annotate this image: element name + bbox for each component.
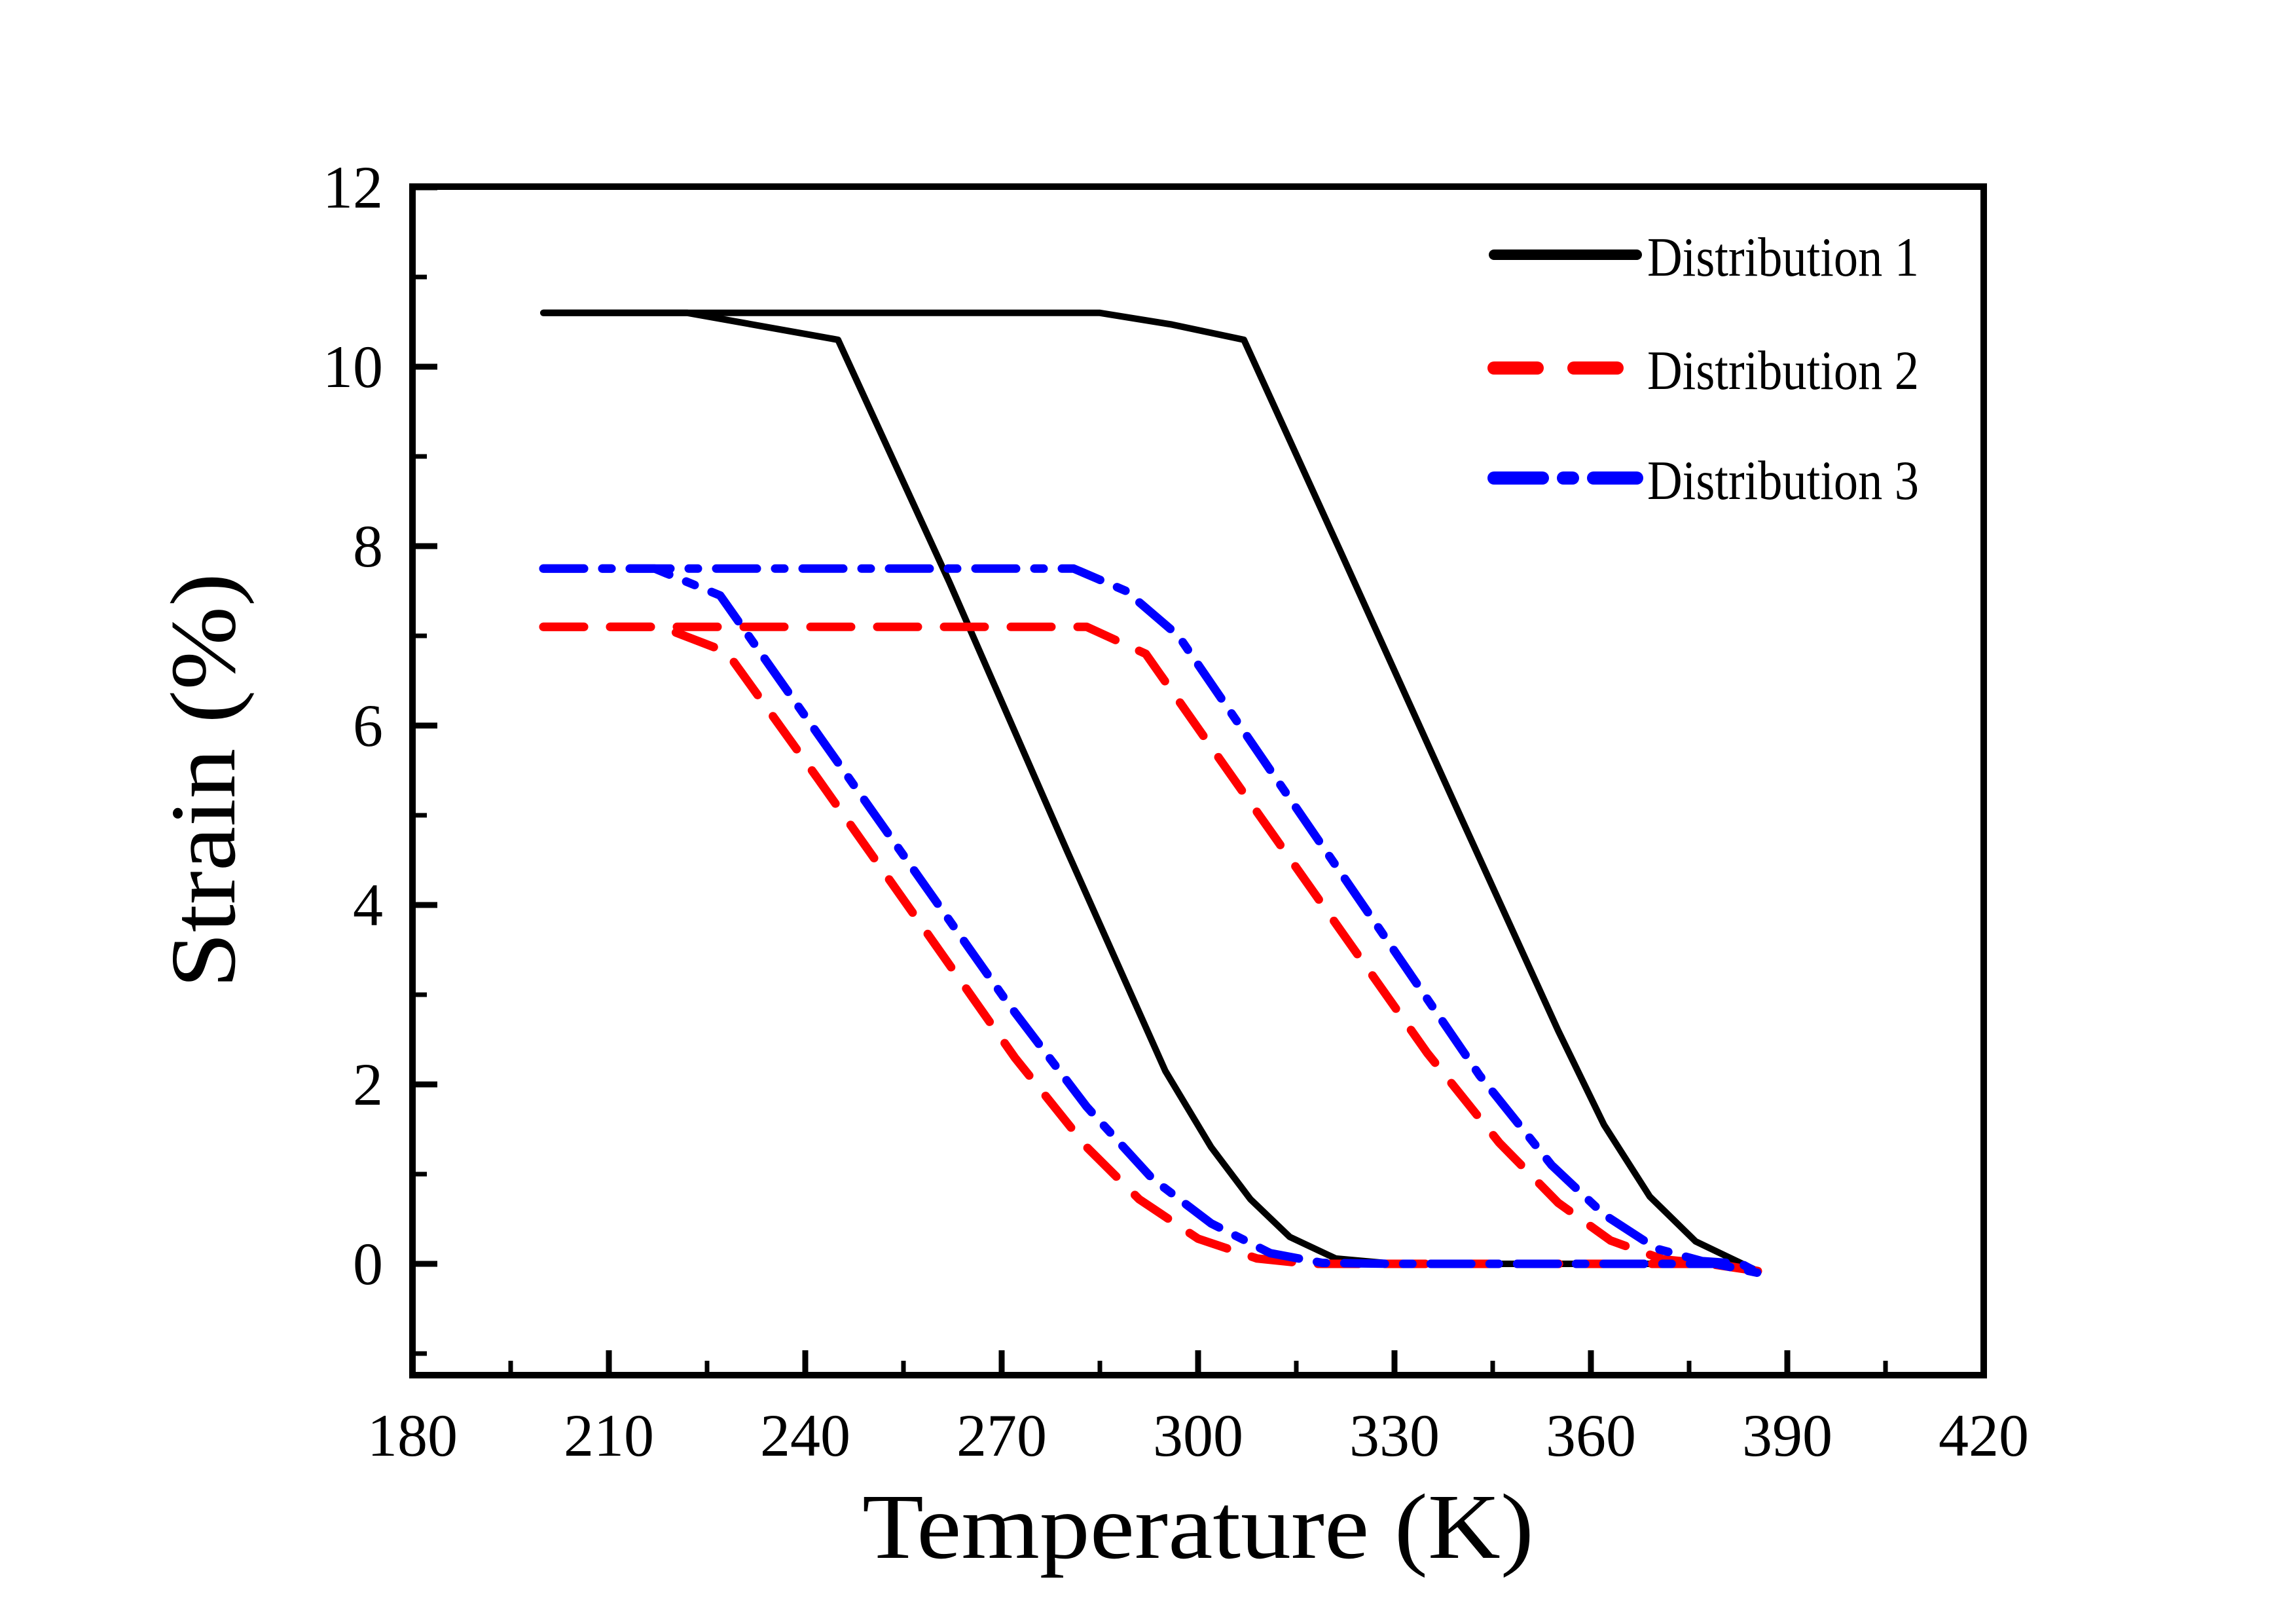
legend-item-distribution-3: Distribution 3 xyxy=(1487,450,1919,511)
legend-label: Distribution 2 xyxy=(1647,340,1919,401)
legend-item-distribution-2: Distribution 2 xyxy=(1487,340,1919,401)
x-axis-tick-label: 360 xyxy=(1546,1402,1636,1469)
y-axis-tick-label: 6 xyxy=(353,692,383,759)
curve-distribution-2-cooling xyxy=(539,622,1762,1276)
curve-distribution-3-heating xyxy=(539,564,1762,1278)
legend: Distribution 1 Distribution 2 Distribution… xyxy=(1487,227,1919,511)
x-axis-tick-label: 210 xyxy=(564,1402,654,1469)
x-axis-tick-label: 240 xyxy=(760,1402,850,1469)
x-axis-tick-label: 270 xyxy=(957,1402,1047,1469)
x-axis-tick-label: 180 xyxy=(367,1402,458,1469)
x-axis-tick-label: 330 xyxy=(1349,1402,1440,1469)
legend-item-distribution-1: Distribution 1 xyxy=(1489,227,1919,288)
x-axis-tick-labels: 180 210 240 270 300 330 360 390 420 xyxy=(367,1402,2029,1469)
x-axis-tick-label: 300 xyxy=(1153,1402,1243,1469)
y-axis-tick-label: 0 xyxy=(353,1230,383,1297)
y-axis-tick-labels: 0 2 4 6 8 10 12 xyxy=(323,154,383,1297)
y-axis-tick-label: 4 xyxy=(353,872,383,938)
legend-label: Distribution 1 xyxy=(1647,227,1919,288)
y-axis-tick-label: 2 xyxy=(353,1051,383,1118)
axis-ticks xyxy=(409,184,1987,1375)
y-axis-title: Strain (%) xyxy=(151,573,255,988)
y-axis-tick-label: 12 xyxy=(323,154,383,221)
plot-curves xyxy=(539,309,1762,1278)
legend-label: Distribution 3 xyxy=(1647,450,1919,511)
x-axis-tick-label: 420 xyxy=(1939,1402,2029,1469)
curve-distribution-3-cooling xyxy=(539,564,1762,1278)
x-axis-tick-label: 390 xyxy=(1742,1402,1832,1469)
curve-distribution-1-heating xyxy=(540,309,1761,1274)
y-axis-tick-label: 8 xyxy=(353,513,383,580)
y-axis-tick-label: 10 xyxy=(323,333,383,400)
x-axis-title: Temperature (K) xyxy=(862,1475,1534,1578)
